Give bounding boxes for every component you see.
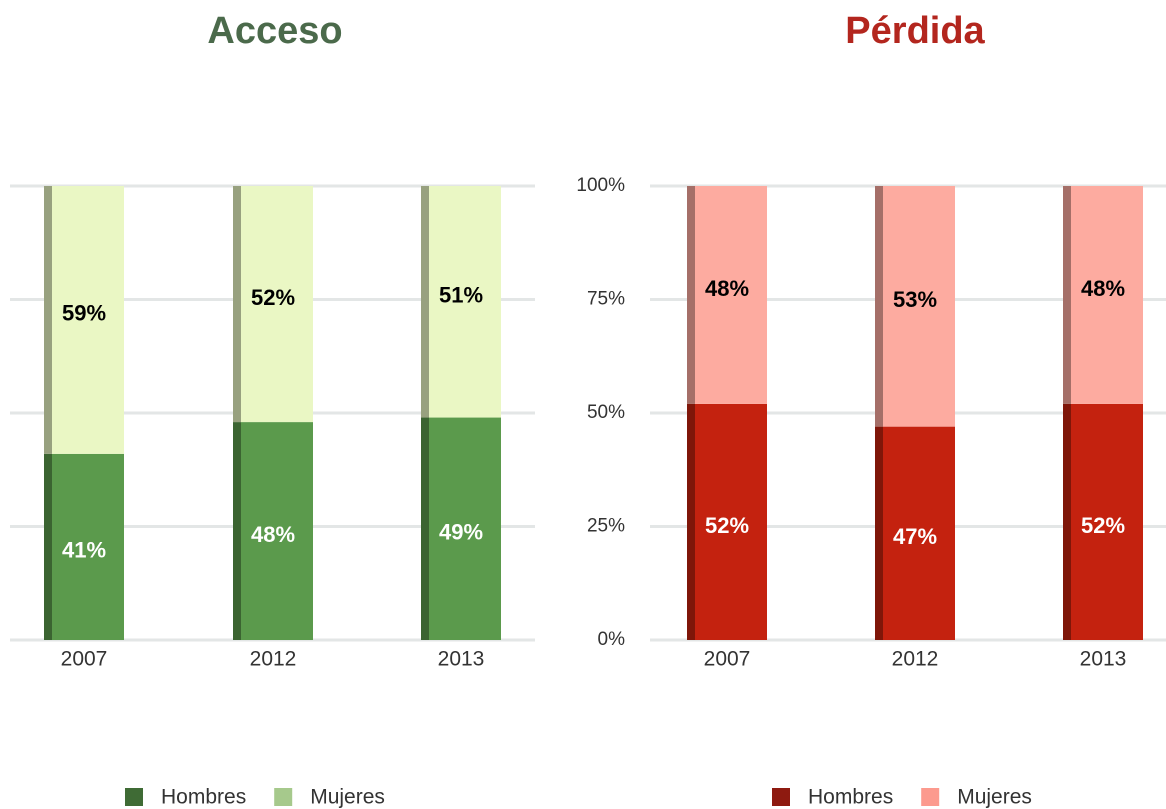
x-tick-label: 2007	[704, 648, 751, 671]
data-label: 52%	[1081, 513, 1125, 538]
bar-shade	[421, 417, 429, 640]
bar-segment	[233, 186, 313, 423]
bar-segment	[1063, 186, 1143, 404]
bar-shade	[687, 186, 695, 404]
data-label: 59%	[62, 301, 106, 326]
y-tick-label: 50%	[587, 402, 625, 423]
bar-segment	[687, 403, 767, 640]
data-label: 41%	[62, 538, 106, 563]
data-label: 48%	[705, 276, 749, 301]
legend-swatch	[274, 788, 293, 806]
bar-segment	[44, 453, 124, 640]
bar-segment	[233, 422, 313, 640]
bar-segment	[44, 186, 124, 454]
chart-title: Pérdida	[845, 10, 985, 52]
bar-shade	[687, 403, 695, 640]
y-tick-label: 75%	[587, 289, 625, 310]
bar-shade	[421, 186, 429, 418]
data-label: 52%	[705, 513, 749, 538]
x-tick-label: 2012	[250, 648, 297, 671]
y-tick-label: 25%	[587, 516, 625, 537]
legend-label: Hombres	[161, 786, 246, 809]
data-label: 53%	[893, 287, 937, 312]
bar-shade	[233, 422, 241, 640]
legend-swatch	[921, 788, 940, 806]
bar-shade	[44, 186, 52, 454]
legend-label: Hombres	[808, 786, 893, 809]
legend-swatch	[772, 788, 790, 806]
bar-shade	[875, 186, 883, 427]
y-tick-label: 0%	[598, 629, 626, 650]
bar-shade	[44, 453, 52, 640]
data-label: 51%	[439, 283, 483, 308]
x-tick-label: 2013	[1080, 648, 1127, 671]
x-tick-label: 2012	[892, 648, 939, 671]
legend-swatch	[125, 788, 143, 806]
bar-shade	[1063, 403, 1071, 640]
bar-shade	[875, 426, 883, 640]
data-label: 47%	[893, 524, 937, 549]
data-label: 48%	[1081, 276, 1125, 301]
bar-segment	[687, 186, 767, 404]
bar-segment	[421, 417, 501, 640]
chart-title: Acceso	[207, 10, 342, 52]
bar-segment	[875, 186, 955, 427]
bar-segment	[1063, 403, 1143, 640]
data-label: 49%	[439, 520, 483, 545]
y-tick-label: 100%	[576, 175, 625, 196]
bar-segment	[421, 186, 501, 418]
data-label: 52%	[251, 285, 295, 310]
legend-label: Mujeres	[957, 786, 1032, 809]
bar-shade	[1063, 186, 1071, 404]
x-tick-label: 2007	[61, 648, 108, 671]
bar-segment	[875, 426, 955, 640]
data-label: 48%	[251, 522, 295, 547]
bar-shade	[233, 186, 241, 423]
legend-label: Mujeres	[310, 786, 385, 809]
x-tick-label: 2013	[438, 648, 485, 671]
